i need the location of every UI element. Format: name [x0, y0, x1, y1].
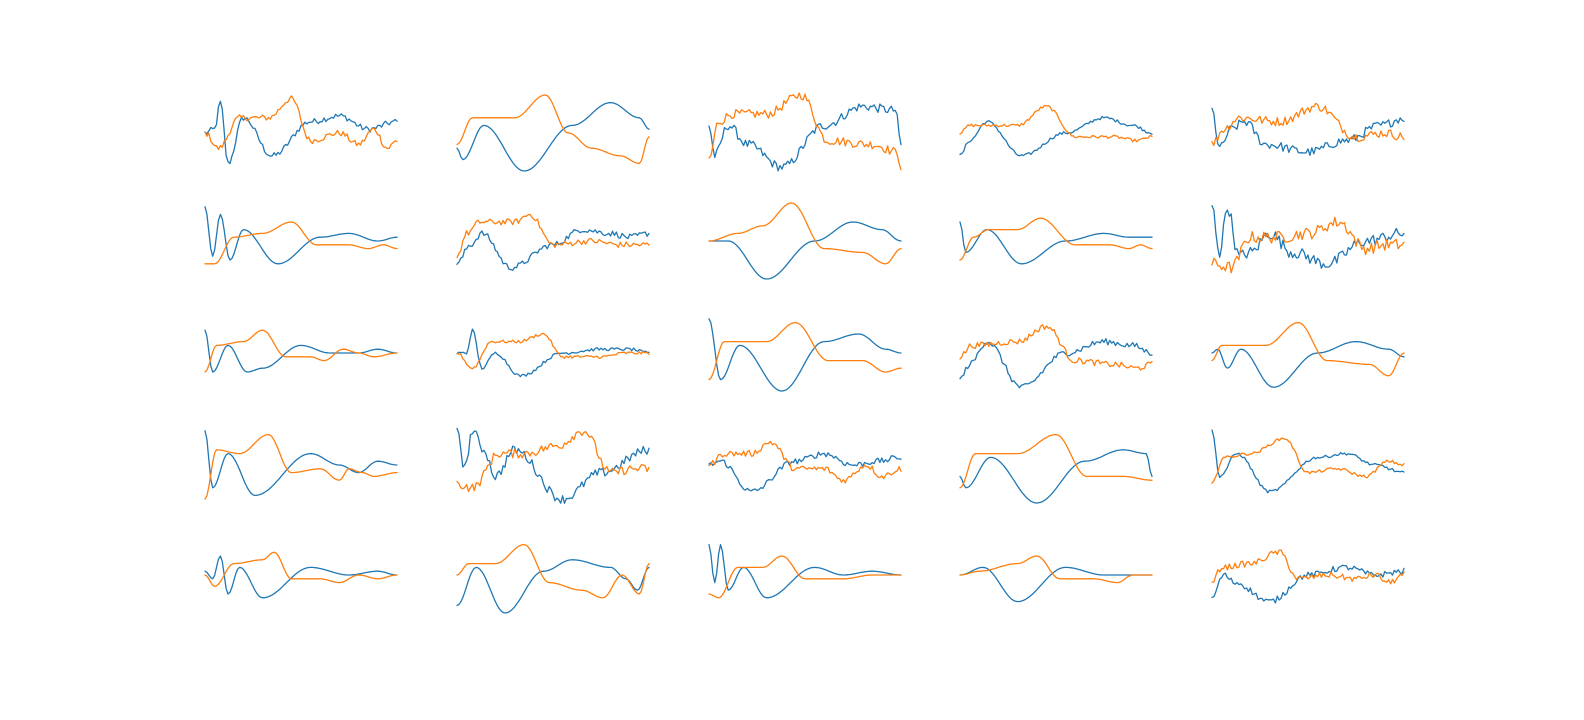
- series-line-blue: [708, 318, 902, 392]
- series-line-orange: [708, 321, 902, 381]
- series-line-blue: [959, 566, 1153, 603]
- panel-r0-c3: [959, 104, 1153, 157]
- panel-r1-c1: [456, 213, 650, 271]
- series-line-blue: [1211, 429, 1405, 494]
- series-line-orange: [456, 213, 650, 259]
- series-line-blue: [204, 555, 398, 599]
- series-line-orange: [204, 95, 398, 151]
- panel-r0-c4: [1211, 102, 1405, 157]
- series-line-blue: [204, 329, 398, 373]
- series-line-orange: [959, 104, 1153, 143]
- series-line-orange: [959, 217, 1153, 261]
- series-line-blue: [204, 100, 398, 165]
- series-line-orange: [708, 440, 902, 484]
- panel-r3-c2: [708, 440, 902, 492]
- series-line-orange: [204, 329, 398, 373]
- panel-r0-c2: [708, 92, 902, 172]
- series-line-orange: [959, 555, 1153, 584]
- series-line-orange: [456, 430, 650, 493]
- series-line-blue: [456, 228, 650, 271]
- series-line-blue: [708, 543, 902, 599]
- series-line-blue: [1211, 340, 1405, 388]
- panel-r2-c4: [1211, 321, 1405, 388]
- series-line-orange: [204, 221, 398, 265]
- series-line-blue: [1211, 107, 1405, 157]
- panel-r3-c1: [456, 427, 650, 504]
- series-line-blue: [456, 101, 650, 172]
- series-line-orange: [1211, 549, 1405, 585]
- series-line-orange: [708, 202, 902, 265]
- series-line-orange: [456, 94, 650, 165]
- panel-r4-c0: [204, 551, 398, 599]
- panel-r4-c3: [959, 555, 1153, 603]
- series-line-orange: [959, 324, 1153, 371]
- panel-r0-c1: [456, 94, 650, 172]
- panel-r3-c4: [1211, 429, 1405, 494]
- panel-r3-c0: [204, 430, 398, 500]
- series-line-blue: [959, 338, 1153, 389]
- series-line-blue: [204, 206, 398, 265]
- panel-r2-c1: [456, 328, 650, 378]
- series-line-blue: [959, 221, 1153, 265]
- series-line-orange: [1211, 216, 1405, 274]
- panel-r1-c2: [708, 202, 902, 280]
- series-line-blue: [959, 115, 1153, 157]
- series-line-blue: [456, 427, 650, 504]
- panel-r1-c4: [1211, 205, 1405, 274]
- panel-r4-c4: [1211, 549, 1405, 604]
- panel-r4-c1: [456, 543, 650, 614]
- series-line-blue: [708, 221, 902, 280]
- series-line-blue: [204, 430, 398, 497]
- panel-r2-c2: [708, 318, 902, 392]
- panels-grid: [204, 92, 1405, 614]
- panel-r3-c3: [959, 433, 1153, 504]
- panel-r1-c3: [959, 217, 1153, 265]
- panel-r2-c0: [204, 329, 398, 373]
- series-line-blue: [708, 451, 902, 492]
- series-line-orange: [204, 551, 398, 588]
- series-line-orange: [456, 543, 650, 599]
- panel-r4-c2: [708, 543, 902, 599]
- series-line-orange: [959, 433, 1153, 489]
- series-line-orange: [1211, 102, 1405, 147]
- series-line-orange: [1211, 437, 1405, 484]
- panel-r0-c0: [204, 95, 398, 165]
- series-line-orange: [708, 555, 902, 599]
- series-line-blue: [456, 559, 650, 614]
- series-line-blue: [708, 103, 902, 172]
- series-line-orange: [1211, 321, 1405, 377]
- series-line-blue: [1211, 564, 1405, 604]
- series-line-blue: [456, 328, 650, 378]
- series-line-blue: [1211, 205, 1405, 269]
- series-line-orange: [708, 92, 902, 171]
- panel-r2-c3: [959, 324, 1153, 389]
- series-line-orange: [204, 433, 398, 500]
- series-line-orange: [456, 332, 650, 370]
- panel-r1-c0: [204, 206, 398, 265]
- series-line-blue: [959, 449, 1153, 504]
